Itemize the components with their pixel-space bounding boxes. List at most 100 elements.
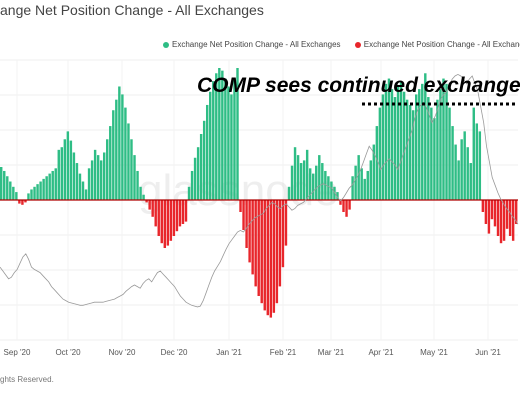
bar [272, 200, 276, 313]
price-line [0, 73, 519, 308]
bar [224, 78, 227, 200]
bar [421, 83, 424, 200]
bar [508, 200, 512, 236]
bar [463, 131, 466, 200]
bar [381, 94, 385, 200]
bar [351, 176, 354, 200]
bar [18, 200, 21, 204]
bar [451, 126, 454, 200]
bar [66, 131, 70, 200]
bar [139, 186, 142, 200]
bar [257, 200, 260, 296]
bar [336, 192, 339, 200]
bar [90, 160, 94, 200]
bar [148, 200, 151, 210]
bar [69, 140, 73, 200]
bar [115, 99, 118, 200]
bar [127, 123, 130, 200]
legend-entry-negative[interactable]: Exchange Net Position Change - All Excha… [354, 40, 520, 49]
bar [360, 168, 363, 200]
bar [78, 173, 82, 200]
bar [51, 170, 54, 200]
bar [302, 160, 306, 200]
bar [284, 200, 288, 246]
bar [487, 200, 491, 234]
bar [169, 200, 173, 241]
bar [227, 86, 230, 200]
bar [333, 186, 336, 200]
bar [15, 192, 18, 200]
bar [45, 176, 48, 200]
bar [63, 139, 67, 200]
bar [481, 200, 485, 212]
bar [433, 118, 436, 200]
bar [436, 99, 439, 200]
bar [402, 91, 406, 200]
x-tick-label: May '21 [420, 348, 448, 357]
bar [484, 200, 488, 224]
bar [424, 73, 427, 200]
bar [106, 139, 109, 200]
bar [318, 155, 321, 200]
chart-title: ange Net Position Change - All Exchanges [0, 2, 264, 18]
bar [163, 200, 167, 248]
bar [378, 107, 382, 200]
bar [275, 200, 279, 304]
bar [308, 168, 312, 200]
bar [96, 155, 100, 200]
bar [263, 200, 266, 311]
bar [190, 170, 194, 200]
bar [242, 200, 245, 230]
bar [27, 193, 30, 200]
bar [233, 78, 236, 200]
bar [48, 173, 51, 200]
bar [202, 120, 206, 200]
bar [118, 86, 121, 200]
bar [315, 165, 318, 200]
bar [102, 152, 106, 200]
bar [408, 104, 412, 200]
bar [0, 167, 3, 200]
bar [339, 200, 342, 205]
bar [21, 200, 24, 205]
bar [345, 200, 348, 217]
bar [254, 200, 257, 287]
bar [154, 200, 157, 227]
bar [160, 200, 163, 244]
bar [375, 126, 379, 200]
bar [312, 173, 315, 200]
bar [418, 89, 421, 200]
bar [33, 186, 36, 200]
legend-entry-positive[interactable]: Exchange Net Position Change - All Excha… [163, 40, 343, 49]
bar [151, 200, 154, 217]
bar [393, 97, 397, 200]
bar [415, 94, 418, 200]
bar [42, 178, 45, 200]
bar [248, 200, 251, 263]
bar [72, 152, 76, 200]
bar [184, 200, 188, 222]
bar [321, 163, 324, 200]
legend-label-positive: Exchange Net Position Change - All Excha… [172, 40, 341, 49]
bar [145, 200, 148, 203]
bar [514, 200, 518, 224]
bar [293, 147, 297, 200]
bar [109, 126, 112, 200]
bar [112, 110, 115, 200]
x-tick-label: Sep '20 [4, 348, 31, 357]
bar [178, 200, 182, 227]
bar [457, 160, 460, 200]
bar [215, 73, 218, 200]
x-tick-label: Apr '21 [368, 348, 394, 357]
bar [121, 94, 124, 200]
bar [81, 181, 85, 200]
bar [239, 200, 242, 212]
bar [369, 160, 372, 200]
bar [387, 78, 391, 200]
bar [269, 200, 273, 318]
bar [87, 168, 91, 200]
bar [124, 107, 127, 200]
bar [12, 186, 15, 200]
bar [75, 163, 79, 200]
